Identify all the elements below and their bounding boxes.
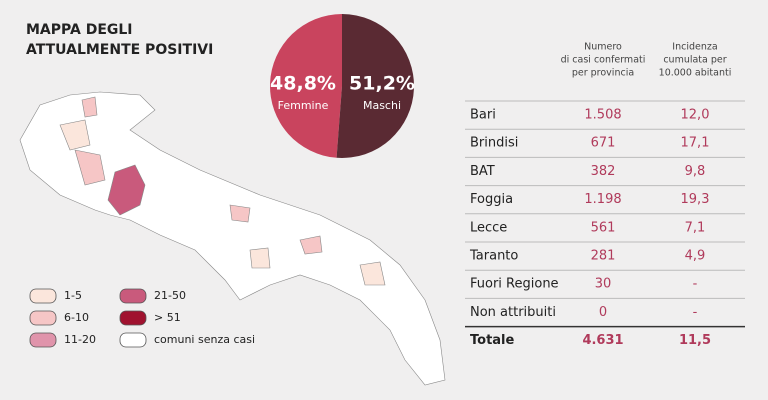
column-header: 10.000 abitanti xyxy=(659,68,732,79)
cell: 671 xyxy=(591,136,616,151)
row-label: Fuori Regione xyxy=(470,277,559,292)
legend-label: 6-10 xyxy=(64,311,89,324)
column-header: per provincia xyxy=(572,68,634,79)
legend-swatch xyxy=(29,332,57,348)
category-label: Maschi xyxy=(363,99,401,112)
cell: 11,5 xyxy=(679,333,711,348)
legend-swatch xyxy=(29,288,57,304)
cell: - xyxy=(693,277,698,292)
value-label: 48,8% xyxy=(270,73,336,95)
column-header: Numero xyxy=(584,42,622,53)
cell: 7,1 xyxy=(685,220,706,235)
cell: - xyxy=(693,305,698,320)
legend-label: comuni senza casi xyxy=(154,333,255,346)
legend-label: 1-5 xyxy=(64,289,82,302)
column-header: cumulata per xyxy=(663,55,726,66)
area xyxy=(229,204,251,223)
cell: 4,9 xyxy=(685,249,706,264)
legend-swatch xyxy=(119,288,147,304)
cell: 1.198 xyxy=(584,192,621,207)
cell: 12,0 xyxy=(681,108,710,123)
area xyxy=(359,261,386,286)
area xyxy=(81,96,98,118)
column-header: di casi confermati xyxy=(561,55,646,66)
title-line: ATTUALMENTE POSITIVI xyxy=(26,42,213,58)
cell: 382 xyxy=(591,164,616,179)
area xyxy=(74,149,106,186)
legend: 1-5 6-10 11-20 21-50 > 51 comuni senza casi xyxy=(29,288,255,348)
map xyxy=(19,91,446,386)
pie-chart: 48,8% Femmine 51,2% Maschi xyxy=(269,14,415,158)
area xyxy=(59,119,91,151)
region-outline xyxy=(19,91,446,386)
cell: 561 xyxy=(591,220,616,235)
legend-swatch xyxy=(119,310,147,326)
column-header: Incidenza xyxy=(672,42,717,53)
category-label: Femmine xyxy=(278,99,329,112)
cell: 1.508 xyxy=(584,108,621,123)
cell: 281 xyxy=(591,249,616,264)
row-label: BAT xyxy=(470,164,495,179)
cell: 19,3 xyxy=(681,192,710,207)
row-label: Brindisi xyxy=(470,136,518,151)
row-label: Non attribuiti xyxy=(470,305,556,320)
pie-slice xyxy=(269,14,342,158)
area xyxy=(107,164,146,216)
row-label: Bari xyxy=(470,108,496,123)
row-label: Totale xyxy=(470,333,515,348)
value-label: 51,2% xyxy=(349,73,415,95)
area xyxy=(299,235,323,255)
legend-label: 11-20 xyxy=(64,333,96,346)
area xyxy=(249,247,271,269)
legend-swatch xyxy=(29,310,57,326)
row-label: Lecce xyxy=(470,220,507,235)
legend-swatch xyxy=(119,332,147,348)
cell: 17,1 xyxy=(681,136,710,151)
cell: 9,8 xyxy=(685,164,706,179)
legend-label: 21-50 xyxy=(154,289,186,302)
pie-slice xyxy=(336,14,414,158)
cell: 0 xyxy=(599,305,607,320)
row-label: Taranto xyxy=(469,249,518,264)
cell: 4.631 xyxy=(582,333,623,348)
cell: 30 xyxy=(595,277,612,292)
row-label: Foggia xyxy=(470,192,513,207)
title-line: MAPPA DEGLI xyxy=(26,22,133,38)
table: Numero di casi confermati per provincia Inc… xyxy=(465,42,745,348)
legend-label: > 51 xyxy=(154,311,181,324)
